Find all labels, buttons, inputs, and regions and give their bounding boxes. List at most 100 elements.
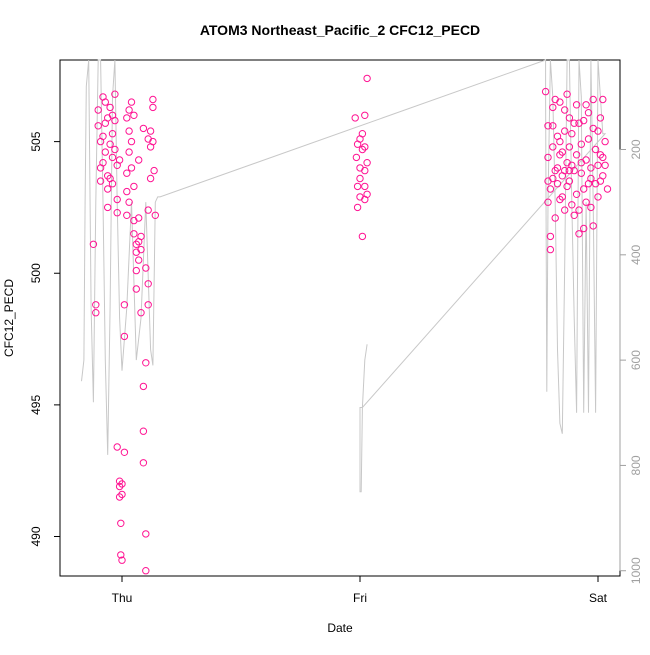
data-point: [142, 567, 150, 575]
data-point: [353, 182, 362, 191]
data-point: [125, 198, 133, 206]
data-point: [575, 230, 583, 238]
data-point: [544, 153, 552, 162]
data-point: [363, 74, 371, 83]
data-point: [137, 232, 145, 241]
data-point: [363, 159, 371, 167]
data-point: [553, 180, 562, 188]
x-tick-label: Thu: [112, 591, 133, 605]
data-point: [123, 169, 131, 177]
data-point: [117, 519, 125, 527]
data-point: [594, 161, 602, 170]
data-point: [118, 480, 126, 488]
data-point: [361, 182, 369, 191]
data-point: [575, 119, 583, 127]
data-point: [546, 245, 555, 254]
data-point: [132, 285, 141, 293]
points-layer: [89, 74, 612, 575]
data-point: [125, 148, 133, 156]
data-point: [561, 127, 569, 135]
data-point: [561, 106, 569, 114]
data-point: [144, 206, 152, 214]
secondary-y-tick-label: 400: [629, 244, 643, 264]
secondary-y-axis: 200 400 600 800 1000: [619, 139, 643, 584]
data-point: [96, 137, 105, 146]
data-point: [142, 264, 150, 272]
data-point: [120, 332, 129, 341]
data-point: [120, 301, 129, 309]
data-point: [149, 95, 157, 104]
data-point: [551, 214, 559, 222]
data-point: [127, 98, 136, 106]
x-tick-label: Sat: [589, 591, 608, 605]
data-point: [558, 193, 566, 201]
data-point: [127, 137, 136, 146]
secondary-y-tick-label: 200: [629, 139, 643, 159]
data-point: [139, 382, 148, 391]
data-point: [582, 101, 590, 109]
data-point: [144, 280, 152, 288]
data-point: [549, 143, 557, 151]
data-point: [111, 90, 119, 98]
data-point: [94, 122, 102, 130]
data-point: [108, 153, 117, 162]
data-point: [130, 111, 138, 120]
data-point: [361, 143, 369, 151]
data-point: [356, 174, 364, 183]
data-point: [541, 87, 550, 96]
data-point: [572, 101, 581, 109]
y-tick-label: 505: [29, 131, 43, 151]
data-point: [561, 166, 569, 175]
data-point: [142, 530, 150, 538]
data-point: [106, 140, 114, 148]
data-point: [580, 185, 588, 193]
data-point: [596, 177, 605, 185]
data-point: [563, 90, 571, 98]
data-point: [549, 174, 557, 183]
data-point: [115, 482, 124, 491]
data-point: [89, 240, 98, 249]
x-axis-label: Date: [327, 621, 353, 635]
data-point: [570, 119, 578, 127]
data-point: [587, 203, 595, 212]
data-point: [556, 137, 564, 146]
data-point: [551, 95, 559, 104]
data-point: [580, 224, 588, 233]
data-point: [351, 114, 359, 122]
data-point: [108, 180, 117, 188]
data-point: [352, 153, 361, 162]
data-point: [572, 151, 581, 159]
data-point: [587, 164, 595, 172]
data-point: [565, 166, 574, 175]
data-point: [591, 145, 600, 154]
data-point: [561, 206, 569, 214]
data-point: [565, 177, 574, 185]
data-point: [556, 195, 564, 204]
data-point: [594, 127, 602, 135]
data-point: [94, 106, 102, 114]
data-point: [556, 151, 564, 159]
data-point: [570, 211, 578, 220]
data-point: [111, 145, 119, 154]
secondary-y-tick-label: 600: [629, 350, 643, 370]
data-point: [92, 309, 100, 317]
data-point: [582, 198, 590, 206]
data-point: [99, 159, 107, 167]
data-point: [589, 124, 597, 133]
data-point: [135, 214, 143, 222]
series-line: [81, 59, 607, 493]
data-point: [92, 301, 100, 309]
data-point: [565, 114, 574, 122]
data-point: [544, 122, 552, 130]
data-point: [144, 301, 152, 309]
x-axis: Thu Fri Sat: [112, 575, 608, 605]
data-point: [130, 230, 138, 238]
data-point: [584, 109, 593, 117]
data-point: [111, 116, 119, 125]
data-point: [584, 180, 593, 188]
data-point: [146, 127, 155, 135]
data-point: [115, 493, 124, 501]
data-point: [577, 140, 585, 148]
y-tick-label: 490: [29, 526, 43, 546]
